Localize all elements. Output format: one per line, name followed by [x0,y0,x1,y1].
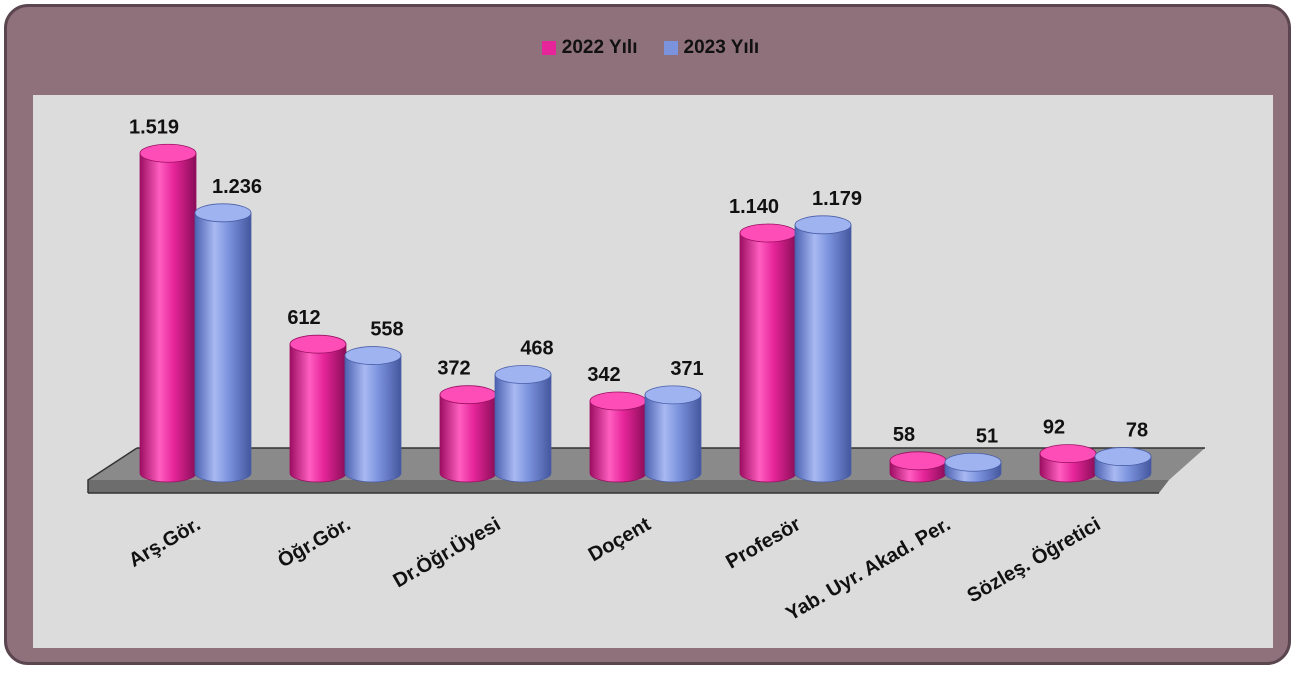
bar-2022-2-top [439,385,497,405]
data-label-2023-2: 468 [520,337,553,359]
category-label-0: Arş.Gör. [125,513,204,572]
bar-2022-4-top [739,223,797,243]
data-label-2023-5: 51 [976,425,998,447]
legend-item-2022: 2022 Yılı [541,37,638,59]
category-label-6: Sözleş. Öğretici [963,512,1104,607]
data-label-2023-1: 558 [370,319,403,341]
bar-2023-3 [644,394,702,483]
category-label-4: Profesör [722,513,804,573]
bar-2023-3-top [644,385,702,405]
legend-label-2023: 2023 Yılı [683,37,760,58]
bar-2022-5-top [889,451,947,471]
bar-chart: 1.519 1.236 612 558 372 468 342 371 1.140 1.179 58… [87,116,1205,625]
bar-2023-6-top [1094,447,1152,466]
data-label-2022-5: 58 [893,424,915,446]
bar-2023-1-top [344,346,402,365]
legend-swatch-2022 [541,41,556,55]
bar-2023-0 [194,212,252,483]
data-label-2022-3: 342 [587,364,620,386]
category-label-3: Doçent [585,513,655,566]
bar-2022-0-top [139,143,197,163]
bar-2022-0 [139,152,197,483]
category-label-1: Öğr.Gör. [274,512,355,572]
bar-2023-1 [344,355,402,483]
bar-2023-5-top [944,452,1002,472]
data-label-2022-2: 372 [437,358,470,380]
legend: 2022 Yılı 2023 Yılı [7,37,1294,59]
data-label-2022-1: 612 [287,307,320,329]
bar-2022-4 [739,232,797,483]
bar-2023-2-top [494,365,552,384]
bar-2022-3-top [589,391,647,411]
legend-swatch-2023 [663,41,678,55]
category-label-2: Dr.Öğr.Üyesi [389,512,504,592]
data-label-2023-3: 371 [670,358,703,380]
bar-2023-4 [794,224,852,483]
bar-2023-0-top [194,203,252,223]
legend-item-2023: 2023 Yılı [663,37,760,59]
bar-2023-2 [494,374,552,483]
chart-floor-outline [87,447,138,493]
bar-2022-6-top [1039,444,1097,464]
data-label-2022-4: 1.140 [729,196,779,218]
data-label-2022-0: 1.519 [129,116,179,138]
legend-label-2022: 2022 Yılı [561,37,638,58]
bar-2023-4-top [794,215,852,235]
bar-2022-1-top [289,334,347,354]
bar-2022-1 [289,343,347,483]
data-label-2023-4: 1.179 [812,188,862,210]
plot-area: 1.519 1.236 612 558 372 468 342 371 1.140 1.179 58… [33,95,1273,648]
bar-2022-3 [589,400,647,483]
category-label-5: Yab. Uyr. Akad. Per. [782,513,954,625]
data-label-2022-6: 92 [1043,417,1065,439]
chart-floor-front [88,480,1169,493]
data-label-2023-0: 1.236 [212,176,262,198]
bar-2022-2 [439,394,497,483]
data-label-2023-6: 78 [1126,420,1148,442]
